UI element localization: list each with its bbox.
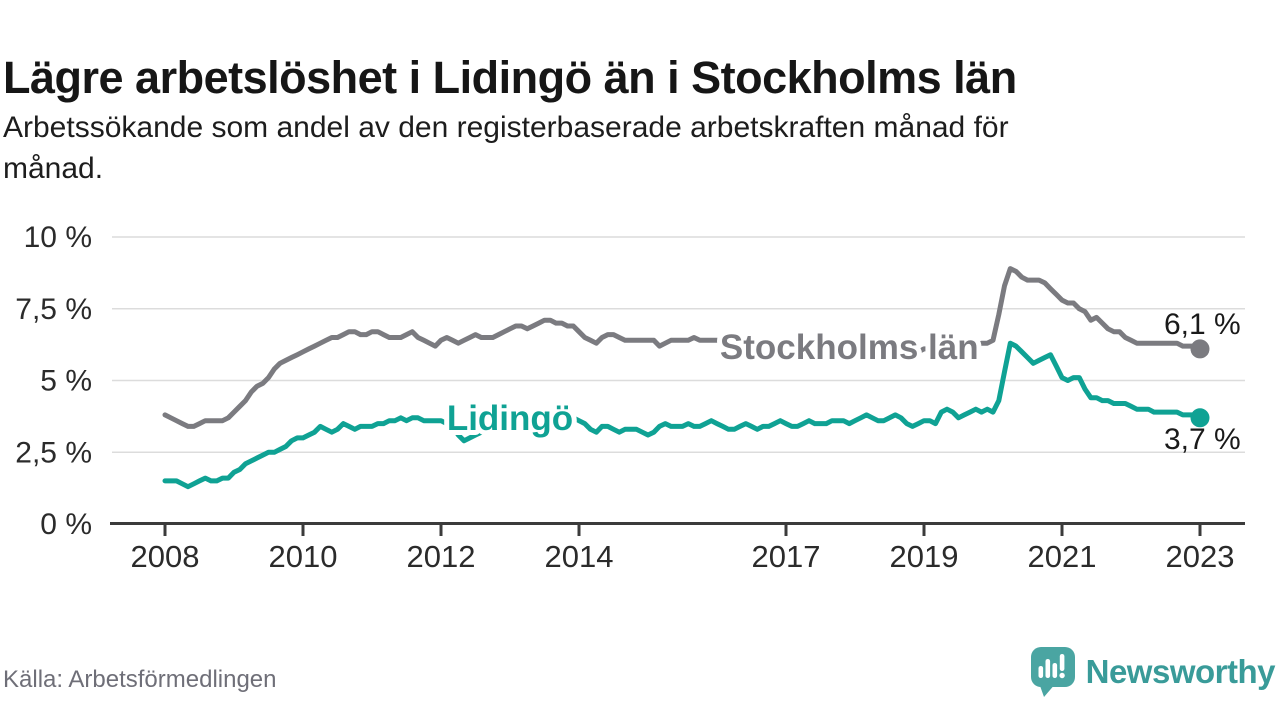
- x-axis-tick-label: 2021: [1028, 539, 1097, 574]
- newsworthy-logo-icon: [1030, 646, 1076, 698]
- series-line-liding-: [162, 340, 1203, 490]
- bar-chart-bubble-icon: [1030, 647, 1075, 697]
- x-axis-tick-label: 2017: [752, 539, 821, 574]
- x-axis-tick-label: 2010: [269, 539, 338, 574]
- series-end-dot: [1190, 408, 1210, 428]
- page-subtitle: Arbetssökande som andel av den registerb…: [3, 107, 1233, 189]
- series-end-value-label: 3,7 %: [1164, 423, 1241, 456]
- page-subtitle-line-2: månad.: [3, 152, 104, 185]
- y-axis-tick-label: 7,5 %: [15, 293, 92, 326]
- series-end-value-label: 6,1 %: [1164, 308, 1241, 341]
- series-inline-label: Stockholms län: [720, 328, 979, 367]
- newsworthy-logo: Newsworthy: [1030, 646, 1276, 698]
- series-line-stockholms-l-n: [162, 266, 1203, 429]
- y-axis-tick-label: 5 %: [40, 365, 92, 398]
- page-subtitle-line-1: Arbetssökande som andel av den registerb…: [3, 111, 1009, 144]
- x-axis-tick-label: 2012: [407, 539, 476, 574]
- x-axis-tick-label: 2008: [131, 539, 200, 574]
- y-axis-tick-label: 0 %: [40, 508, 92, 541]
- series-inline-label: Lidingö: [447, 399, 573, 438]
- source-label: Källa: Arbetsförmedlingen: [3, 666, 277, 693]
- x-axis-tick-label: 2019: [890, 539, 959, 574]
- series-end-dot: [1190, 339, 1210, 359]
- page-title: Lägre arbetslöshet i Lidingö än i Stockh…: [3, 52, 1017, 104]
- x-axis-tick-label: 2014: [545, 539, 614, 574]
- y-axis-tick-label: 2,5 %: [15, 436, 92, 469]
- y-axis-tick-label: 10 %: [24, 221, 92, 254]
- newsworthy-wordmark: Newsworthy: [1085, 653, 1276, 690]
- mini-bar-chart-glyph: [1038, 654, 1065, 679]
- x-axis-tick-label: 2023: [1166, 539, 1235, 574]
